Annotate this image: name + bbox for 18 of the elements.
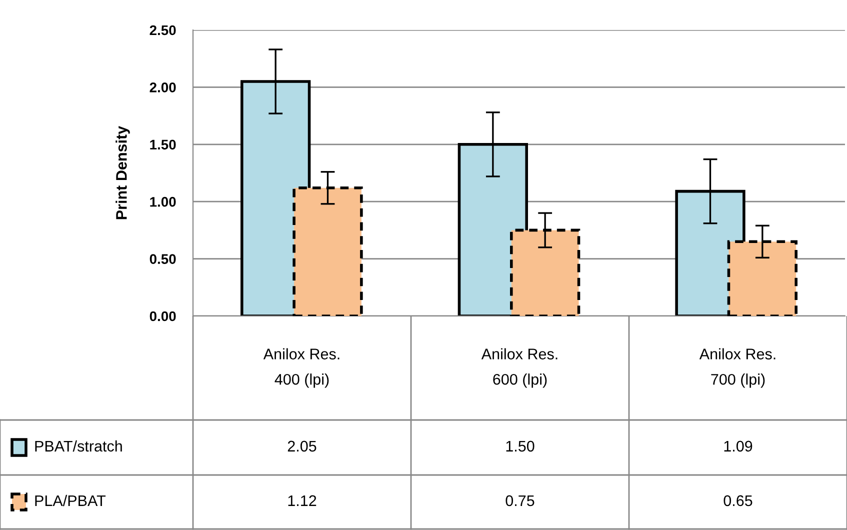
y-tick-label: 2.50 (150, 25, 176, 36)
data-label: 1.50 (506, 440, 534, 452)
y-tick-label: 2.00 (150, 82, 176, 92)
data-label: 0.75 (506, 495, 534, 506)
y-tick-label: 0.00 (150, 311, 176, 322)
y-tick-label: 1.00 (150, 196, 176, 207)
y-tick-label: 1.50 (150, 140, 176, 150)
y-tick-label: 0.50 (150, 254, 176, 264)
x-tick-label: Anilox Res. 600 (lpi) (481, 348, 558, 388)
legend-label: PBAT/stratch (35, 440, 122, 452)
data-label: 2.05 (288, 440, 316, 452)
x-tick-label: Anilox Res. 700 (lpi) (699, 348, 776, 388)
y-axis-title: Print Density (116, 126, 130, 220)
data-label: 0.65 (724, 495, 752, 506)
legend-label: PLA/PBAT (35, 494, 106, 506)
data-label: 1.09 (724, 440, 752, 452)
x-tick-label: Anilox Res. 400 (lpi) (263, 348, 340, 388)
data-label: 1.12 (288, 495, 316, 506)
